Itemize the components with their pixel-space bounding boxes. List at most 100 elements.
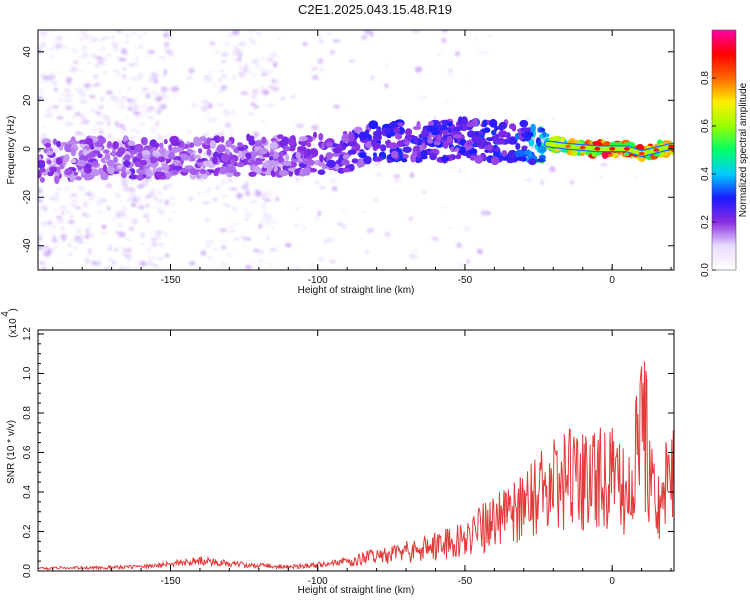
noise-cell (266, 235, 271, 240)
noise-cell (133, 45, 138, 49)
noise-cell (365, 249, 370, 254)
noise-cell (442, 205, 447, 208)
ridge-cell (308, 136, 313, 143)
ridge-cell (416, 158, 423, 163)
noise-cell (93, 75, 98, 79)
ridge-cell (123, 160, 131, 168)
noise-cell (122, 251, 127, 258)
ridge-cell (188, 142, 195, 148)
noise-cell (291, 123, 298, 126)
ridge-cell (491, 129, 497, 136)
noise-cell (57, 97, 65, 103)
noise-cell (64, 88, 71, 92)
noise-cell (117, 73, 123, 77)
ridge-cell (97, 153, 103, 159)
noise-cell (239, 42, 245, 46)
noise-cell (138, 44, 144, 50)
ridge-cell (462, 122, 467, 131)
noise-cell (231, 206, 238, 213)
noise-cell (372, 197, 379, 202)
ridge-cell (64, 154, 70, 163)
ridge-cell (341, 159, 350, 166)
noise-cell (412, 30, 420, 33)
noise-cell (330, 260, 336, 263)
noise-cell (59, 226, 65, 230)
ridge-cell (287, 138, 297, 147)
noise-cell (252, 40, 256, 44)
ridge-cell (44, 142, 52, 148)
noise-cell (147, 115, 154, 120)
ridge-cell (52, 138, 58, 145)
noise-cell (256, 30, 261, 36)
ridge-cell (253, 160, 263, 165)
noise-cell (544, 160, 550, 166)
x-axis-label: Height of straight line (km) (298, 285, 415, 296)
noise-cell (340, 208, 347, 213)
noise-cell (221, 60, 227, 63)
noise-cell (60, 234, 67, 239)
noise-cell (41, 42, 46, 48)
noise-cell (252, 61, 259, 64)
noise-cell (146, 261, 154, 267)
noise-cell (42, 36, 46, 40)
y-tick-label: 0.2 (22, 524, 33, 538)
noise-cell (127, 63, 136, 66)
noise-cell (192, 102, 197, 108)
ridge-cell (521, 145, 528, 150)
noise-cell (81, 30, 85, 36)
noise-cell (73, 60, 78, 64)
noise-cell (90, 108, 97, 113)
ridge-cell (497, 130, 508, 138)
noise-cell (263, 198, 272, 202)
ridge-cell (457, 116, 463, 126)
noise-cell (118, 123, 125, 129)
noise-cell (79, 100, 87, 103)
noise-cell (131, 197, 139, 203)
noise-cell (150, 237, 157, 241)
ridge-cell (454, 147, 460, 152)
noise-cell (43, 250, 51, 257)
ridge-cell (507, 149, 517, 159)
ridge-cell (75, 176, 82, 181)
ridge-cell (198, 148, 203, 154)
noise-cell (138, 195, 142, 200)
noise-cell (107, 247, 112, 251)
noise-cell (260, 203, 267, 208)
x-tick-label: 0 (609, 275, 615, 286)
ridge-peak (565, 144, 571, 149)
noise-cell (414, 66, 423, 73)
noise-cell (540, 180, 544, 186)
ridge-cell (442, 140, 449, 149)
ridge-cell (490, 156, 500, 166)
ridge-cell (83, 172, 92, 181)
noise-cell (188, 67, 195, 74)
ridge-cell (371, 138, 377, 147)
noise-cell (163, 232, 168, 237)
noise-cell (56, 215, 62, 219)
noise-cell (38, 96, 44, 100)
noise-cell (101, 198, 107, 202)
noise-cell (212, 197, 218, 202)
noise-cell (376, 171, 381, 178)
noise-cell (331, 186, 338, 192)
noise-cell (154, 207, 158, 210)
noise-cell (87, 60, 91, 65)
noise-cell (141, 179, 148, 186)
noise-cell (103, 267, 112, 270)
ridge-cell (282, 160, 292, 166)
noise-cell (598, 174, 605, 179)
noise-cell (488, 34, 493, 38)
ridge-cell (325, 141, 334, 147)
noise-cell (220, 85, 228, 90)
noise-cell (463, 226, 470, 232)
noise-cell (159, 211, 165, 217)
noise-cell (121, 104, 126, 110)
x-tick-label: 0 (609, 576, 615, 587)
noise-cell (217, 101, 225, 108)
noise-cell (250, 261, 258, 264)
noise-cell (65, 77, 73, 81)
noise-cell (72, 245, 78, 251)
noise-cell (164, 42, 169, 46)
noise-cell (137, 199, 143, 204)
